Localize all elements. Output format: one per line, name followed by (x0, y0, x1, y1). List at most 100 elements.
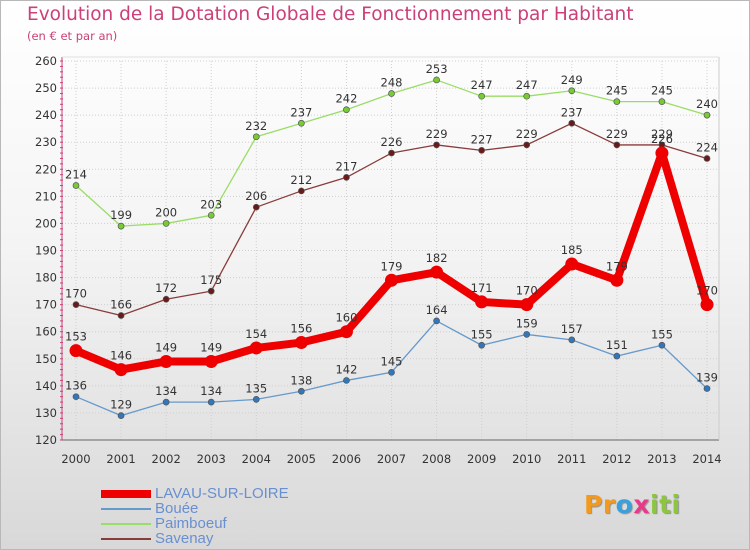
data-point-savenay (433, 141, 440, 149)
data-label-paimboeuf: 245 (606, 84, 628, 98)
data-label-paimboeuf: 248 (381, 75, 403, 89)
data-label-bou-e: 145 (381, 354, 403, 368)
data-label-paimboeuf: 203 (200, 197, 222, 211)
data-label-bou-e: 164 (426, 303, 448, 317)
x-tick-label: 2006 (332, 452, 361, 466)
data-label-paimboeuf: 240 (696, 97, 718, 111)
data-point-lavau-sur-loire (294, 336, 308, 350)
y-tick-label: 150 (35, 352, 57, 366)
data-point-lavau-sur-loire (430, 265, 444, 279)
data-point-savenay (298, 187, 305, 195)
x-tick-label: 2002 (152, 452, 181, 466)
data-label-paimboeuf: 253 (426, 62, 448, 76)
data-point-bou-e (658, 341, 666, 349)
data-point-paimboeuf (433, 76, 440, 84)
data-label-savenay: 229 (651, 127, 673, 141)
data-point-bou-e (433, 317, 440, 325)
data-point-bou-e (117, 412, 125, 419)
data-point-lavau-sur-loire (565, 257, 579, 271)
data-point-paimboeuf (523, 92, 531, 100)
data-label-lavau-sur-loire: 149 (155, 340, 177, 354)
data-label-bou-e: 138 (290, 373, 312, 387)
legend-label: LAVAU-SUR-LOIRE (155, 485, 289, 502)
data-point-bou-e (252, 396, 260, 403)
data-label-lavau-sur-loire: 146 (110, 349, 132, 363)
data-label-paimboeuf: 245 (651, 84, 673, 98)
data-label-paimboeuf: 237 (290, 105, 312, 119)
logo-letter: r (602, 490, 616, 519)
data-point-paimboeuf (343, 106, 350, 114)
data-point-lavau-sur-loire (114, 363, 128, 377)
x-tick-label: 2005 (287, 452, 316, 466)
data-point-savenay (478, 146, 485, 154)
y-tick-label: 120 (35, 433, 57, 447)
y-tick-label: 140 (35, 379, 57, 393)
y-tick-label: 200 (35, 216, 57, 230)
data-point-savenay (117, 312, 125, 319)
legend-label: Paimboeuf (155, 515, 227, 532)
data-label-lavau-sur-loire: 179 (606, 259, 628, 273)
logo-letter: o (615, 490, 634, 519)
data-label-savenay: 170 (65, 287, 87, 301)
data-point-lavau-sur-loire (520, 298, 534, 312)
data-label-paimboeuf: 200 (155, 205, 177, 219)
data-label-bou-e: 151 (606, 338, 628, 352)
data-point-paimboeuf (703, 111, 711, 119)
data-point-lavau-sur-loire (339, 325, 353, 339)
data-point-paimboeuf (388, 90, 395, 97)
data-point-bou-e (207, 398, 215, 406)
logo-letter: t (659, 490, 672, 519)
data-point-savenay (613, 141, 621, 149)
y-tick-label: 170 (35, 298, 57, 312)
logo-letter: i (671, 490, 681, 519)
x-tick-label: 2010 (512, 452, 541, 466)
data-label-bou-e: 134 (155, 384, 177, 398)
logo-letter: i (650, 490, 660, 519)
logo-letter: x (633, 490, 650, 519)
data-point-lavau-sur-loire (159, 354, 173, 368)
data-label-paimboeuf: 232 (245, 119, 267, 133)
logo-letter: P (584, 490, 603, 519)
data-point-bou-e (72, 393, 80, 401)
chart-title: Evolution de la Dotation Globale de Fonc… (27, 4, 634, 25)
data-point-paimboeuf (658, 98, 666, 105)
data-label-savenay: 226 (381, 135, 403, 149)
x-tick-label: 2008 (422, 452, 451, 466)
y-tick-label: 260 (35, 54, 57, 68)
x-tick-label: 2001 (106, 452, 135, 466)
data-label-savenay: 212 (290, 173, 312, 187)
data-point-savenay (252, 203, 260, 211)
data-label-lavau-sur-loire: 226 (651, 132, 673, 146)
data-label-paimboeuf: 242 (335, 92, 357, 106)
data-point-savenay (207, 287, 215, 295)
x-tick-label: 2000 (61, 452, 90, 466)
data-label-lavau-sur-loire: 160 (335, 311, 357, 325)
data-point-bou-e (703, 385, 711, 392)
data-point-bou-e (298, 387, 305, 395)
y-tick-label: 210 (35, 189, 57, 203)
data-label-bou-e: 155 (471, 327, 493, 341)
data-label-savenay: 166 (110, 297, 132, 311)
data-point-lavau-sur-loire (385, 273, 398, 287)
data-label-bou-e: 157 (561, 322, 583, 336)
data-label-savenay: 227 (471, 132, 493, 146)
data-label-paimboeuf: 249 (561, 73, 583, 87)
legend-swatch (101, 538, 151, 540)
x-tick-label: 2003 (197, 452, 226, 466)
data-label-bou-e: 135 (245, 381, 267, 395)
data-point-paimboeuf (72, 182, 80, 189)
data-point-savenay (162, 295, 170, 303)
y-tick-label: 220 (35, 162, 57, 176)
data-label-savenay: 172 (155, 281, 177, 295)
data-label-savenay: 229 (516, 127, 538, 141)
data-label-savenay: 229 (606, 127, 628, 141)
data-point-lavau-sur-loire (655, 146, 669, 160)
data-label-lavau-sur-loire: 179 (381, 259, 403, 273)
data-point-savenay (523, 141, 531, 149)
data-point-paimboeuf (117, 222, 125, 230)
data-point-savenay (568, 119, 576, 127)
x-tick-label: 2013 (647, 452, 676, 466)
data-point-lavau-sur-loire (204, 354, 218, 368)
data-point-lavau-sur-loire (249, 341, 263, 355)
